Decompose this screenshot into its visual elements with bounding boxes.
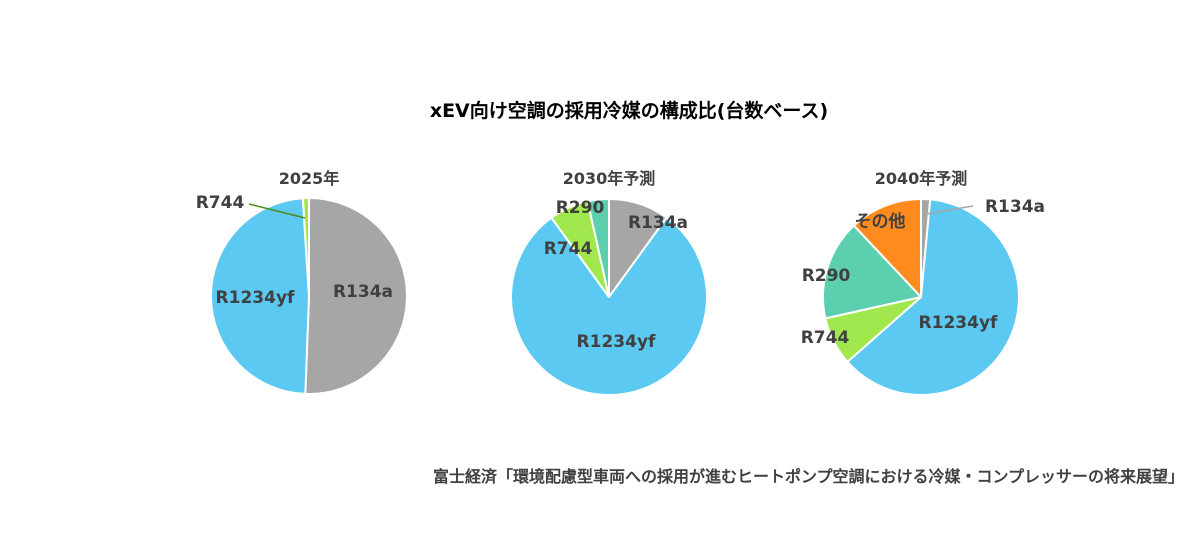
pie-2-slice-r1234yf <box>846 198 1020 396</box>
pie-2-label-r290: R290 <box>802 266 851 286</box>
pie-2-label-その他: その他 <box>855 211 906 232</box>
pie-2: R134a R1234yf R744 R290 その他 <box>801 197 1045 396</box>
pie-1-slice-r290 <box>586 198 610 298</box>
pie-title-2025: 2025年 <box>278 169 340 188</box>
pie-1-label-r1234yf: R1234yf <box>577 332 656 352</box>
pie-1-slice-r1234yf <box>510 216 708 397</box>
pie-1-label-r290: R290 <box>556 198 605 218</box>
pie-2-slice-r290 <box>822 224 922 320</box>
pie-title-2030: 2030年予測 <box>562 169 656 188</box>
pie-0: R134a R1234yf R744 <box>196 193 408 395</box>
chart-title: xEV向け空調の採用冷媒の構成比(台数ベース) <box>429 100 829 122</box>
pie-2-label-r1234yf: R1234yf <box>919 313 998 333</box>
pie-1: R134a R1234yf R744 R290 <box>510 198 708 397</box>
source-note: 富士経済「環境配慮型車両への採用が進むヒートポンプ空調における冷媒・コンプレッサ… <box>432 467 1184 486</box>
pie-0-label-r744: R744 <box>196 193 245 213</box>
pie-0-slice-r134a <box>304 197 408 395</box>
pie-2-slice-その他 <box>852 198 922 298</box>
pie-1-label-r134a: R134a <box>628 213 688 233</box>
pie-0-leader-r744 <box>248 203 306 219</box>
pie-title-2040: 2040年予測 <box>874 169 968 188</box>
pie-0-label-r1234yf: R1234yf <box>216 288 295 308</box>
pie-2-leader-r134a <box>925 205 974 215</box>
pie-1-label-r744: R744 <box>544 239 593 259</box>
pie-2-label-r134a: R134a <box>985 197 1045 217</box>
pie-0-label-r134a: R134a <box>333 282 393 302</box>
pie-2-label-r744: R744 <box>801 328 850 348</box>
pie-0-slice-r744 <box>301 196 310 297</box>
